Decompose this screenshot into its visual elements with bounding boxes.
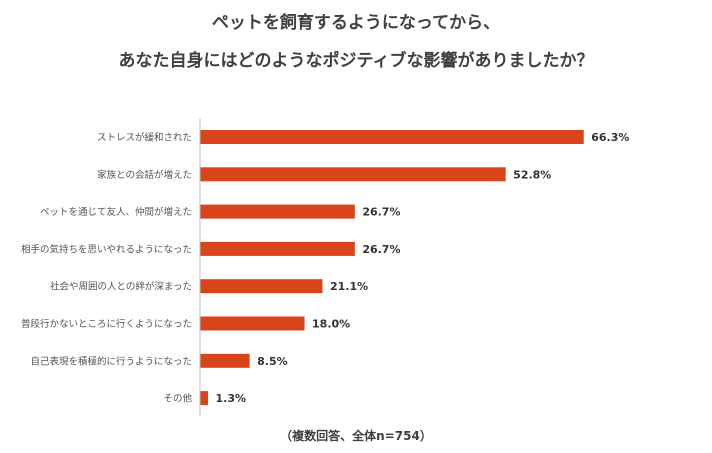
bar (200, 167, 506, 182)
category-label: その他 (163, 393, 192, 405)
value-label: 18.0% (312, 318, 350, 331)
value-label: 21.1% (330, 280, 368, 293)
bar (200, 241, 355, 256)
category-label: ペットを通じて友人、仲間が増えた (40, 206, 192, 218)
value-label: 26.7% (362, 206, 400, 219)
value-label: 66.3% (591, 131, 629, 144)
value-label: 1.3% (216, 392, 247, 405)
chart-title-line-1: ペットを飼育するようになってから、 (211, 13, 501, 33)
bar (200, 316, 305, 331)
bar (200, 204, 355, 219)
chart-title-line-2: あなた自身にはどのようなポジティブな影響がありましたか？ (118, 51, 594, 71)
category-label: 家族との会話が増えた (97, 169, 192, 181)
category-label: 相手の気持ちを思いやれるようになった (21, 243, 192, 255)
bar (200, 279, 323, 294)
bar (200, 353, 250, 368)
value-label: 52.8% (513, 168, 551, 181)
category-label: 自己表現を積極的に行うようになった (30, 355, 192, 367)
category-label: 社会や周囲の人との絆が深まった (50, 281, 192, 293)
sample-note: （複数回答、全体n=754） (280, 429, 432, 443)
value-label: 8.5% (257, 355, 288, 368)
bar (200, 391, 209, 406)
bar (200, 130, 584, 144)
value-label: 26.7% (362, 243, 400, 256)
category-label: 普段行かないところに行くようになった (21, 318, 192, 330)
category-label: ストレスが緩和された (97, 132, 192, 144)
